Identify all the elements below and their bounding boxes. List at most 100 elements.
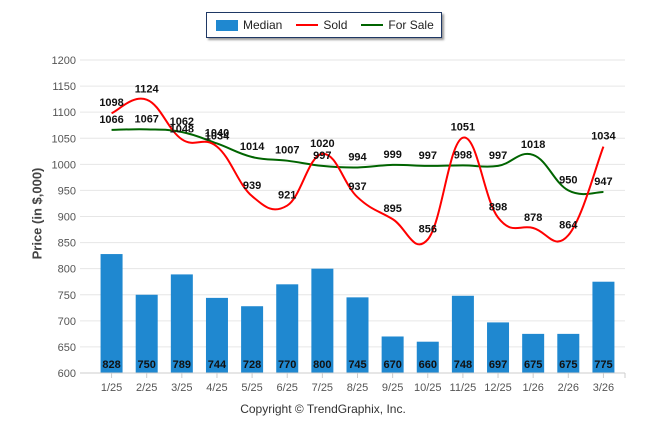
forsale-point-label: 1066 bbox=[99, 114, 123, 126]
forsale-point-label: 997 bbox=[419, 150, 437, 162]
forsale-point-label: 994 bbox=[348, 151, 367, 163]
sold-point-label: 921 bbox=[278, 190, 296, 202]
median-bar-label: 828 bbox=[102, 359, 120, 371]
y-tick-label: 1100 bbox=[52, 107, 76, 119]
x-tick-label: 12/25 bbox=[484, 382, 512, 394]
median-bar-label: 745 bbox=[348, 359, 366, 371]
sold-point-label: 864 bbox=[559, 219, 578, 231]
forsale-point-label: 997 bbox=[489, 150, 507, 162]
forsale-point-label: 1007 bbox=[275, 145, 299, 157]
x-tick-label: 3/26 bbox=[593, 382, 614, 394]
sold-point-label: 1020 bbox=[310, 138, 334, 150]
median-swatch bbox=[216, 19, 238, 31]
median-bar bbox=[451, 295, 474, 373]
x-tick-label: 9/25 bbox=[382, 382, 403, 394]
median-bar-label: 675 bbox=[524, 359, 542, 371]
y-tick-label: 750 bbox=[58, 290, 76, 302]
median-bar-label: 775 bbox=[594, 359, 612, 371]
y-tick-label: 1000 bbox=[52, 159, 76, 171]
legend-label-forsale: For Sale bbox=[388, 18, 434, 32]
legend-label-median: Median bbox=[243, 18, 283, 32]
forsale-point-label: 997 bbox=[313, 150, 331, 162]
chart-legend: Median Sold For Sale bbox=[206, 12, 442, 38]
x-tick-label: 8/25 bbox=[347, 382, 368, 394]
median-bar-label: 744 bbox=[208, 359, 227, 371]
y-tick-label: 1150 bbox=[52, 81, 76, 93]
median-bar-label: 789 bbox=[173, 359, 191, 371]
forsale-point-label: 947 bbox=[594, 176, 612, 188]
median-bar-label: 670 bbox=[383, 359, 401, 371]
x-tick-label: 7/25 bbox=[312, 382, 333, 394]
median-bar bbox=[416, 341, 439, 373]
median-bar-labels: 828 750 789 744 728 770 800 745 670 660 748 697 675 6… bbox=[102, 359, 612, 371]
median-bar bbox=[592, 281, 615, 373]
copyright-text: Copyright © TrendGraphix, Inc. bbox=[240, 402, 406, 416]
median-bar bbox=[381, 336, 404, 373]
sold-swatch bbox=[296, 24, 319, 26]
forsale-point-label: 950 bbox=[559, 174, 577, 186]
legend-label-sold: Sold bbox=[323, 18, 348, 32]
median-bar-label: 770 bbox=[278, 359, 296, 371]
y-tick-labels: 600 650 700 750 800 850 900 950 1000 1050 1100 1150… bbox=[52, 55, 76, 380]
forsale-swatch bbox=[361, 24, 384, 26]
sold-point-label: 1051 bbox=[451, 122, 475, 134]
sold-point-label: 1098 bbox=[99, 97, 123, 109]
sold-line bbox=[111, 97, 605, 246]
sold-point-label: 1124 bbox=[135, 84, 160, 96]
sold-point-label: 856 bbox=[419, 223, 437, 235]
sold-point-label: 937 bbox=[348, 181, 366, 193]
y-tick-label: 1050 bbox=[52, 133, 76, 145]
median-bars bbox=[100, 254, 615, 373]
median-bar bbox=[100, 254, 123, 373]
median-bar-label: 728 bbox=[243, 359, 261, 371]
forsale-point-label: 1067 bbox=[134, 113, 158, 125]
median-bar bbox=[135, 294, 158, 373]
median-bar-label: 697 bbox=[489, 359, 507, 371]
median-bar-label: 748 bbox=[454, 359, 472, 371]
median-bar bbox=[557, 333, 580, 373]
sold-point-label: 895 bbox=[383, 203, 401, 215]
median-bar-label: 750 bbox=[138, 359, 156, 371]
x-tick-label: 1/25 bbox=[101, 382, 122, 394]
median-bar-label: 660 bbox=[419, 359, 437, 371]
forsale-point-label: 1014 bbox=[240, 141, 265, 153]
median-bar bbox=[487, 322, 510, 373]
forsale-line bbox=[111, 128, 604, 196]
x-tick-label: 3/25 bbox=[171, 382, 192, 394]
median-bar bbox=[276, 284, 299, 373]
y-tick-label: 700 bbox=[58, 316, 76, 328]
legend-item-forsale: For Sale bbox=[361, 18, 434, 32]
x-tick-label: 6/25 bbox=[277, 382, 298, 394]
y-tick-label: 600 bbox=[58, 368, 76, 380]
x-tick-label: 11/25 bbox=[450, 382, 477, 394]
sold-point-label: 1034 bbox=[591, 131, 616, 143]
x-tick-label: 5/25 bbox=[241, 382, 262, 394]
forsale-point-label: 1018 bbox=[521, 139, 545, 151]
forsale-point-label: 1062 bbox=[170, 116, 194, 128]
y-tick-label: 800 bbox=[58, 264, 76, 276]
x-tick-label: 10/25 bbox=[414, 382, 442, 394]
sold-point-label: 898 bbox=[489, 202, 507, 214]
median-bar bbox=[522, 333, 545, 373]
legend-item-median: Median bbox=[216, 18, 282, 32]
x-tick-label: 2/26 bbox=[558, 382, 579, 394]
line-labels: 1066 1067 1062 1040 1014 1007 997 994 999 997 998 9… bbox=[99, 84, 616, 236]
y-tick-label: 650 bbox=[58, 342, 76, 354]
x-tick-label: 4/25 bbox=[206, 382, 227, 394]
sold-point-label: 1034 bbox=[205, 131, 230, 143]
forsale-point-label: 1040 bbox=[205, 127, 229, 139]
median-bar bbox=[170, 274, 193, 373]
x-tick-label: 2/25 bbox=[136, 382, 157, 394]
sold-point-label: 1048 bbox=[170, 123, 194, 135]
forsale-point-label: 998 bbox=[454, 149, 472, 161]
y-tick-label: 950 bbox=[58, 185, 76, 197]
median-bar bbox=[346, 297, 369, 373]
median-bar bbox=[205, 297, 228, 373]
forsale-point-label: 999 bbox=[383, 149, 401, 161]
sold-point-label: 878 bbox=[524, 212, 542, 224]
y-tick-label: 900 bbox=[58, 212, 76, 224]
y-tick-label: 850 bbox=[58, 238, 76, 250]
median-bar-label: 800 bbox=[313, 359, 331, 371]
sold-point-label: 939 bbox=[243, 180, 261, 192]
